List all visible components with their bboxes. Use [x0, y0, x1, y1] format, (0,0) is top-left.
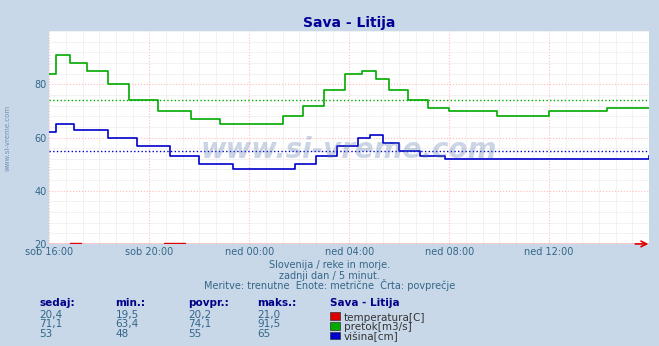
Text: min.:: min.:: [115, 298, 146, 308]
Text: temperatura[C]: temperatura[C]: [344, 313, 426, 322]
Text: 71,1: 71,1: [40, 319, 63, 329]
Text: www.si-vreme.com: www.si-vreme.com: [201, 136, 498, 164]
Text: 55: 55: [188, 329, 201, 339]
Text: Meritve: trenutne  Enote: metrične  Črta: povprečje: Meritve: trenutne Enote: metrične Črta: …: [204, 279, 455, 291]
Text: zadnji dan / 5 minut.: zadnji dan / 5 minut.: [279, 271, 380, 281]
Text: pretok[m3/s]: pretok[m3/s]: [344, 322, 412, 332]
Text: 21,0: 21,0: [257, 310, 280, 320]
Text: 91,5: 91,5: [257, 319, 280, 329]
Text: Sava - Litija: Sava - Litija: [330, 298, 399, 308]
Text: 48: 48: [115, 329, 129, 339]
Text: Slovenija / reke in morje.: Slovenija / reke in morje.: [269, 260, 390, 270]
Text: 65: 65: [257, 329, 270, 339]
Text: www.si-vreme.com: www.si-vreme.com: [5, 105, 11, 172]
Text: maks.:: maks.:: [257, 298, 297, 308]
Text: 19,5: 19,5: [115, 310, 138, 320]
Text: povpr.:: povpr.:: [188, 298, 229, 308]
Text: 74,1: 74,1: [188, 319, 211, 329]
Text: višina[cm]: višina[cm]: [344, 332, 399, 342]
Text: 53: 53: [40, 329, 53, 339]
Text: 63,4: 63,4: [115, 319, 138, 329]
Title: Sava - Litija: Sava - Litija: [303, 16, 395, 30]
Text: 20,2: 20,2: [188, 310, 211, 320]
Text: sedaj:: sedaj:: [40, 298, 75, 308]
Text: 20,4: 20,4: [40, 310, 63, 320]
